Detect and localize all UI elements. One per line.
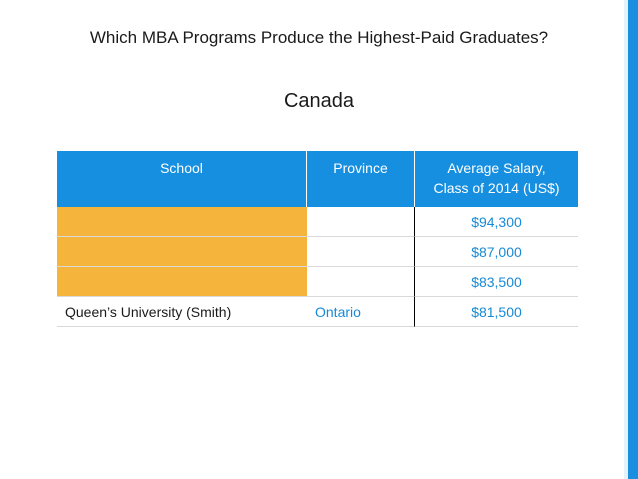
table-row: $83,500 (57, 267, 578, 297)
accent-bar (628, 0, 638, 479)
accent-bar-light (624, 0, 628, 479)
header-salary-text: Average Salary, Class of 2014 (US$) (433, 160, 560, 196)
table-header: School Province Average Salary, Class of… (57, 151, 578, 207)
cell-province (307, 237, 415, 267)
page-subtitle: Canada (283, 90, 355, 112)
cell-salary: $87,000 (415, 237, 578, 267)
header-salary: Average Salary, Class of 2014 (US$) (415, 151, 578, 207)
cell-school (57, 237, 307, 267)
table-row: $94,300 (57, 207, 578, 237)
header-school: School (57, 151, 307, 207)
cell-school: Queen’s University (Smith) (57, 297, 307, 327)
table-row: $87,000 (57, 237, 578, 267)
page-title: Which MBA Programs Produce the Highest-P… (89, 28, 549, 47)
cell-province (307, 207, 415, 237)
cell-salary: $83,500 (415, 267, 578, 297)
table-body: $94,300 $87,000 $83,500 Queen’s University … (57, 207, 578, 327)
cell-salary: $81,500 (415, 297, 578, 327)
table-row: Queen’s University (Smith) Ontario $81,500 (57, 297, 578, 327)
cell-school (57, 267, 307, 297)
salary-table: School Province Average Salary, Class of… (57, 151, 578, 327)
cell-salary: $94,300 (415, 207, 578, 237)
header-province: Province (307, 151, 415, 207)
cell-province (307, 267, 415, 297)
cell-province: Ontario (307, 297, 415, 327)
cell-school (57, 207, 307, 237)
